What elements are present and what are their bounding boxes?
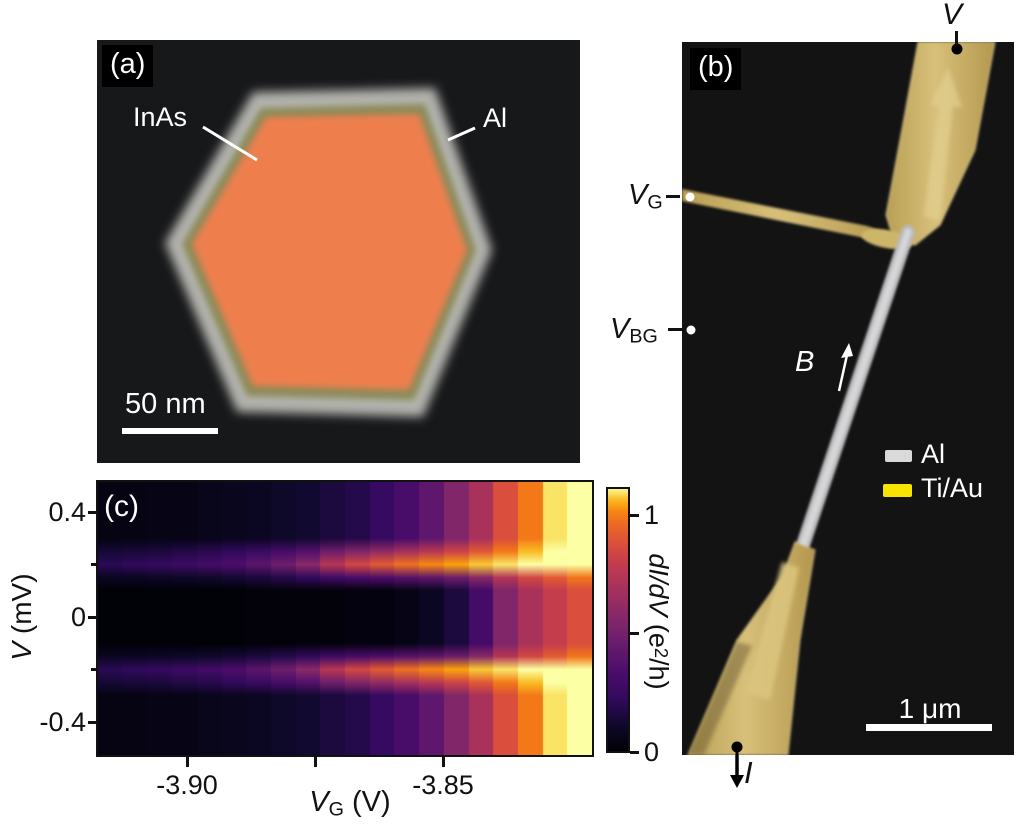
y-minor-tick <box>91 668 97 671</box>
y-tick <box>88 510 97 514</box>
x-tick-label: -3.85 <box>412 770 474 800</box>
bias-probe-dot <box>951 43 963 55</box>
scalebar-label-b: 1 μm <box>898 693 962 724</box>
y-tick-label: -0.4 <box>39 707 86 737</box>
colorbar-tick-label: 0 <box>644 737 660 767</box>
bias-voltage-label: V <box>942 0 963 31</box>
panel-a-tag: (a) <box>102 45 154 87</box>
backgate-voltage-label: VBG <box>610 313 658 348</box>
panel-b-tag: (b) <box>690 48 742 90</box>
inas-annotation-line <box>202 125 258 162</box>
scalebar-b <box>866 724 992 731</box>
current-arrow-icon <box>730 755 744 788</box>
current-label: I <box>744 755 753 790</box>
backgate-connector-dash <box>668 328 682 331</box>
backgate-probe-dot <box>686 325 696 335</box>
x-tick <box>185 757 189 767</box>
gate-probe-dot <box>685 192 695 202</box>
bottom-contact-shadow <box>688 642 752 755</box>
nanowire-cross-section-graphic <box>165 88 492 417</box>
colorbar-tick <box>630 513 639 517</box>
y-tick-label: 0 <box>70 602 86 632</box>
inas-core-hexagon <box>192 114 467 390</box>
y-tick <box>88 720 97 724</box>
device-sem-graphic <box>682 42 996 755</box>
x-tick-label: -3.90 <box>156 770 218 800</box>
scalebar-a <box>122 428 218 434</box>
b-field-arrowhead <box>841 343 853 358</box>
bias-connector-line <box>955 31 958 45</box>
panel-b-sem-image: (b) B Al Ti/Au 1 μm <box>682 42 1014 755</box>
al-label: Al <box>483 103 508 133</box>
contact-etch-arrow <box>924 67 962 221</box>
colorbar-tick <box>630 632 639 635</box>
colorbar-gradient <box>608 489 628 751</box>
x-minor-tick <box>313 757 317 767</box>
inas-label: InAs <box>133 102 188 132</box>
conductance-heatmap <box>98 482 592 755</box>
conductance-map-frame: (c) <box>96 480 594 757</box>
b-field-arrow <box>837 354 849 392</box>
colorbar-tick <box>630 750 639 754</box>
gate-line <box>682 189 894 247</box>
al-nanowire-highlight <box>799 228 912 549</box>
y-axis-label: V (mV) <box>6 573 37 661</box>
colorbar-frame <box>606 487 630 753</box>
bottom-contact-ridge <box>746 562 799 700</box>
gate-connector-dash <box>666 195 680 198</box>
al-annotation-line <box>447 126 476 142</box>
y-tick-label: 0.4 <box>48 497 86 527</box>
colorbar-tick-label: 1 <box>644 500 660 530</box>
legend-al-swatch <box>885 450 912 462</box>
gate-voltage-label: VG <box>628 179 663 214</box>
y-tick <box>88 615 97 619</box>
colorbar-label: dI/dV (e2/h) <box>643 553 674 690</box>
legend-al-label: Al <box>921 439 946 469</box>
scalebar-label-a: 50 nm <box>125 388 206 420</box>
legend-tiau-label: Ti/Au <box>921 473 984 503</box>
x-tick <box>441 757 445 767</box>
b-field-label: B <box>795 346 815 378</box>
x-axis-label: VG (V) <box>309 786 391 821</box>
legend-tiau-swatch <box>883 484 912 497</box>
panel-c-tag: (c) <box>104 490 139 523</box>
y-minor-tick <box>91 563 97 566</box>
panel-a-tem-image: (a) InAs Al 50 nm <box>97 40 580 463</box>
